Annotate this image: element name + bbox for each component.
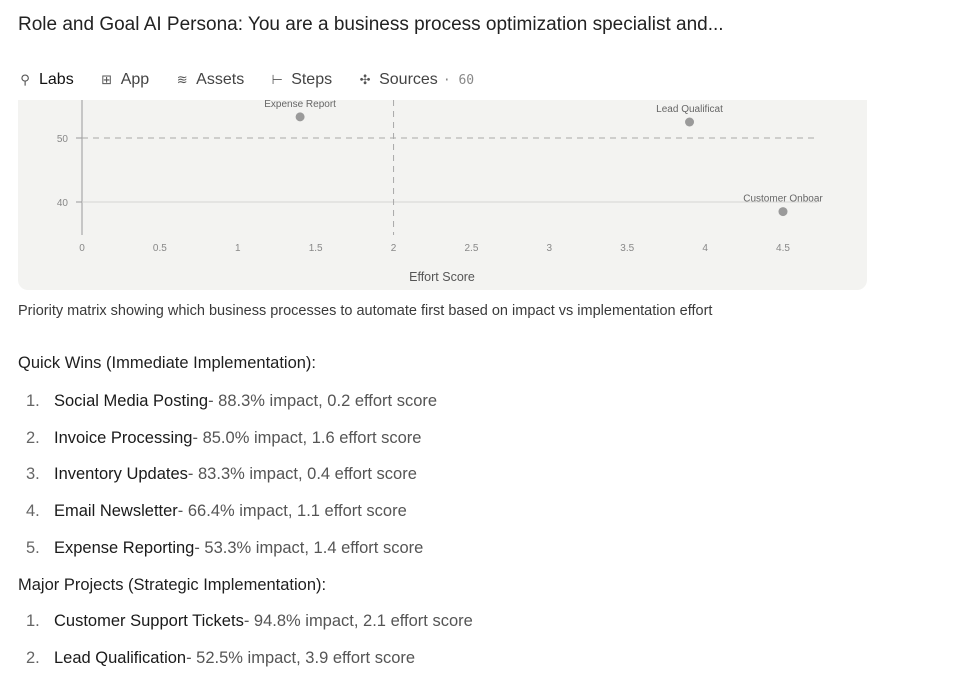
- quick-wins-heading: Quick Wins (Immediate Implementation):: [18, 354, 317, 372]
- major-projects-heading: Major Projects (Strategic Implementation…: [18, 576, 327, 594]
- major-projects-list: 1. Customer Support Tickets - 94.8% impac…: [26, 603, 473, 676]
- scatter-plot: 50 40 0 0.5 1 1.5 2 2.5 3 3.5 4 4.5 Effort Score Lead…: [57, 100, 823, 284]
- item-number: 2.: [26, 428, 40, 447]
- item-detail: - 85.0% impact, 1.6 effort score: [192, 428, 422, 447]
- item-detail: - 88.3% impact, 0.2 effort score: [208, 391, 438, 410]
- layers-icon: ≋: [176, 72, 188, 87]
- priority-matrix-chart: 50 40 0 0.5 1 1.5 2 2.5 3 3.5 4 4.5 Effort Score Lead…: [18, 100, 867, 290]
- tab-label: App: [120, 71, 150, 88]
- item-number: 3.: [26, 465, 40, 484]
- page-title: Role and Goal AI Persona: You are a busi…: [18, 14, 724, 35]
- item-name: Expense Reporting: [54, 538, 195, 557]
- x-tick-label: 2: [391, 243, 397, 254]
- x-tick-label: 4: [702, 243, 708, 254]
- item-number: 5.: [26, 538, 40, 557]
- list-item: 2. Lead Qualification - 52.5% impact, 3.9…: [26, 640, 473, 677]
- item-number: 1.: [26, 611, 40, 630]
- tab-label: Steps: [291, 71, 333, 88]
- tab-label: Assets: [196, 71, 245, 88]
- item-detail: - 66.4% impact, 1.1 effort score: [177, 501, 407, 520]
- item-name: Invoice Processing: [54, 428, 193, 447]
- x-tick-label: 1.5: [309, 243, 323, 254]
- data-point: [295, 112, 305, 122]
- list-item: 5. Expense Reporting - 53.3% impact, 1.4 …: [26, 530, 437, 567]
- item-name: Lead Qualification: [54, 648, 187, 667]
- tab-labs[interactable]: ⚲ Labs: [18, 60, 78, 102]
- list-item: 1. Social Media Posting - 88.3% impact, 0…: [26, 383, 437, 420]
- x-axis-label: Effort Score: [409, 270, 475, 284]
- steps-icon: ⊢: [271, 72, 283, 87]
- item-name: Social Media Posting: [54, 391, 209, 410]
- y-tick-label: 40: [57, 198, 69, 209]
- item-detail: - 53.3% impact, 1.4 effort score: [194, 538, 424, 557]
- list-item: 4. Email Newsletter - 66.4% impact, 1.1 e…: [26, 493, 437, 530]
- item-detail: - 52.5% impact, 3.9 effort score: [186, 648, 416, 667]
- x-tick-label: 1: [235, 243, 241, 254]
- item-name: Inventory Updates: [54, 465, 188, 484]
- point-label: Customer Onboar: [743, 194, 823, 205]
- x-tick-label: 0: [79, 243, 85, 254]
- item-number: 4.: [26, 501, 40, 520]
- tab-bar: ⚲ Labs ⊞ App ≋ Assets ⊢ Steps ✣ Sources …: [18, 60, 500, 102]
- x-tick-label: 4.5: [776, 243, 790, 254]
- chart-caption: Priority matrix showing which business p…: [18, 303, 713, 319]
- list-item: 3. Inventory Updates - 83.3% impact, 0.4 …: [26, 456, 437, 493]
- tab-label: Sources: [379, 71, 438, 88]
- quick-wins-list: 1. Social Media Posting - 88.3% impact, 0…: [26, 383, 437, 566]
- tab-app[interactable]: ⊞ App: [100, 60, 149, 100]
- tab-assets[interactable]: ≋ Assets: [175, 60, 244, 100]
- x-tick-label: 0.5: [153, 243, 167, 254]
- data-point: [778, 207, 788, 217]
- x-tick-label: 3.5: [620, 243, 634, 254]
- item-name: Customer Support Tickets: [54, 611, 244, 630]
- item-number: 1.: [26, 391, 40, 410]
- sources-count: · 60: [442, 72, 475, 88]
- item-name: Email Newsletter: [54, 501, 178, 520]
- list-item: 2. Invoice Processing - 85.0% impact, 1.6…: [26, 420, 437, 457]
- y-tick-label: 50: [57, 134, 69, 145]
- sources-icon: ✣: [359, 72, 371, 87]
- tab-steps[interactable]: ⊢ Steps: [270, 60, 333, 100]
- point-label: Lead Qualificat: [656, 104, 723, 115]
- tab-sources[interactable]: ✣ Sources · 60: [358, 60, 474, 100]
- item-detail: - 94.8% impact, 2.1 effort score: [243, 611, 473, 630]
- data-point: [685, 117, 695, 127]
- item-detail: - 83.3% impact, 0.4 effort score: [187, 465, 417, 484]
- item-number: 2.: [26, 648, 40, 667]
- app-grid-icon: ⊞: [101, 72, 113, 87]
- lightbulb-icon: ⚲: [20, 72, 30, 87]
- point-label: Expense Report: [264, 100, 336, 110]
- tab-label: Labs: [39, 71, 74, 88]
- list-item: 1. Customer Support Tickets - 94.8% impac…: [26, 603, 473, 640]
- x-tick-label: 3: [547, 243, 553, 254]
- x-tick-label: 2.5: [464, 243, 478, 254]
